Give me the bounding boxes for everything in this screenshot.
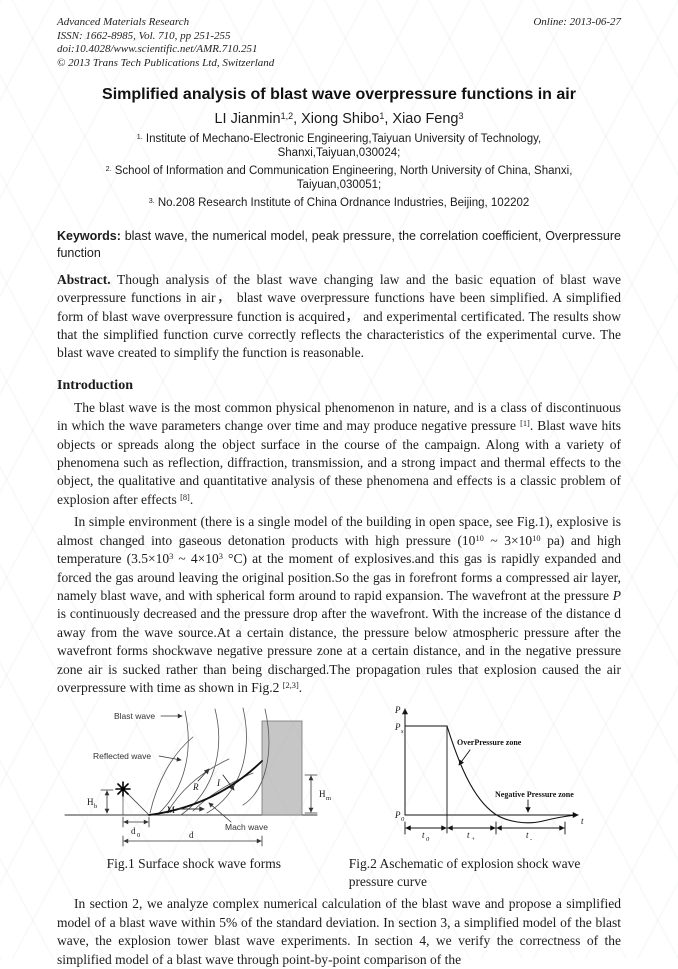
hb-measure (100, 789, 114, 814)
blast-wave-arcs (156, 707, 270, 816)
r-arrow (197, 768, 210, 782)
figure-2-pressure-curve: P t P s P 0 OverPressure zone Negative P… (395, 705, 584, 843)
d0-label: d (131, 826, 136, 836)
figure-1-shock-wave-diagram: H b d 0 d H m (64, 707, 331, 847)
journal-issn: ISSN: 1662-8985, Vol. 710, pp 251-255 (57, 29, 231, 42)
time-interval-markers (404, 821, 566, 835)
tplus-sub-label: + (471, 836, 475, 843)
affiliation-3: 3. No.208 Research Institute of China Or… (148, 196, 530, 209)
mach-wave-pointer (208, 802, 232, 823)
reflected-wave-label: Reflected wave (93, 751, 151, 761)
journal-copyright: © 2013 Trans Tech Publications Ltd, Swit… (57, 57, 275, 70)
building-block (261, 720, 303, 816)
mach-wave-label: Mach wave (225, 822, 268, 832)
r-label: R (192, 782, 199, 792)
keywords-text: blast wave, the numerical model, peak pr… (57, 228, 621, 261)
p0-sub-label: 0 (401, 816, 405, 823)
d0-measure (122, 816, 150, 828)
hm-label: H (319, 789, 326, 799)
hb-sub-label: b (94, 803, 97, 810)
keywords-label: Keywords: (57, 228, 121, 243)
i-arrow (222, 774, 235, 791)
tminus-sub-label: - (530, 836, 532, 843)
affiliation-2: 2. School of Information and Communicati… (105, 164, 573, 191)
hm-measure (304, 774, 318, 814)
journal-name: Advanced Materials Research (57, 16, 190, 28)
d-measure (122, 835, 263, 847)
abstract-label: Abstract. (57, 271, 111, 287)
d-label: d (189, 830, 194, 840)
figure-captions-row: Fig.1 Surface shock wave forms Fig.2 Asc… (57, 855, 621, 891)
section-heading-introduction: Introduction (57, 377, 133, 393)
i-label: I (216, 778, 221, 788)
tplus-label: t (467, 830, 470, 840)
pressure-decay-curve (446, 725, 577, 824)
explosion-point (115, 781, 131, 798)
t-axis-label: t (581, 816, 584, 826)
p-axis-label: P (395, 705, 401, 715)
intro-paragraph-1: The blast wave is the most common physic… (57, 399, 621, 507)
reflected-wave-arcs (149, 736, 254, 814)
m-label: M (167, 805, 175, 815)
affiliation-1: 1. Institute of Mechano-Electronic Engin… (136, 132, 542, 159)
p0-label: P (395, 810, 401, 820)
ps-sub-label: s (401, 728, 404, 735)
t0-label: t (422, 830, 425, 840)
fig1-caption: Fig.1 Surface shock wave forms (106, 856, 282, 872)
journal-info: Advanced Materials Research ISSN: 1662-8… (57, 16, 274, 71)
d0-sub-label: 0 (137, 832, 140, 839)
closing-paragraph: In section 2, we analyze complex numeric… (57, 896, 621, 967)
ps-label: P (395, 722, 401, 732)
abstract: Abstract. Though analysis of the blast w… (57, 271, 621, 363)
overpressure-zone-arrow (458, 749, 471, 766)
negative-zone-label: Negative Pressure zone (495, 790, 574, 799)
mach-stem-curve (148, 760, 263, 817)
journal-header: Advanced Materials Research ISSN: 1662-8… (57, 16, 621, 71)
hm-sub-label: m (326, 795, 331, 802)
journal-doi: doi:10.4028/www.scientific.net/AMR.710.2… (57, 43, 258, 56)
authors-line: LI Jianmin1,2, Xiong Shibo1, Xiao Feng3 (214, 110, 464, 127)
blast-wave-label: Blast wave (114, 711, 155, 721)
reflected-wave-pointer (158, 755, 182, 762)
paper-title: Simplified analysis of blast wave overpr… (102, 85, 576, 103)
fig2-caption: Fig.2 Aschematic of explosion shock wave… (348, 856, 581, 890)
online-date: Online: 2013-06-27 (533, 16, 621, 28)
overpressure-zone-label: OverPressure zone (457, 738, 522, 747)
figures-row: H b d 0 d H m (57, 703, 621, 855)
keywords-line: Keywords: blast wave, the numerical mode… (57, 228, 621, 263)
t0-sub-label: 0 (426, 836, 430, 843)
abstract-text: Though analysis of the blast wave changi… (57, 271, 621, 361)
hb-label: H (87, 797, 94, 807)
tminus-label: t (526, 830, 529, 840)
intro-paragraph-2: In simple environment (there is a single… (57, 514, 622, 695)
